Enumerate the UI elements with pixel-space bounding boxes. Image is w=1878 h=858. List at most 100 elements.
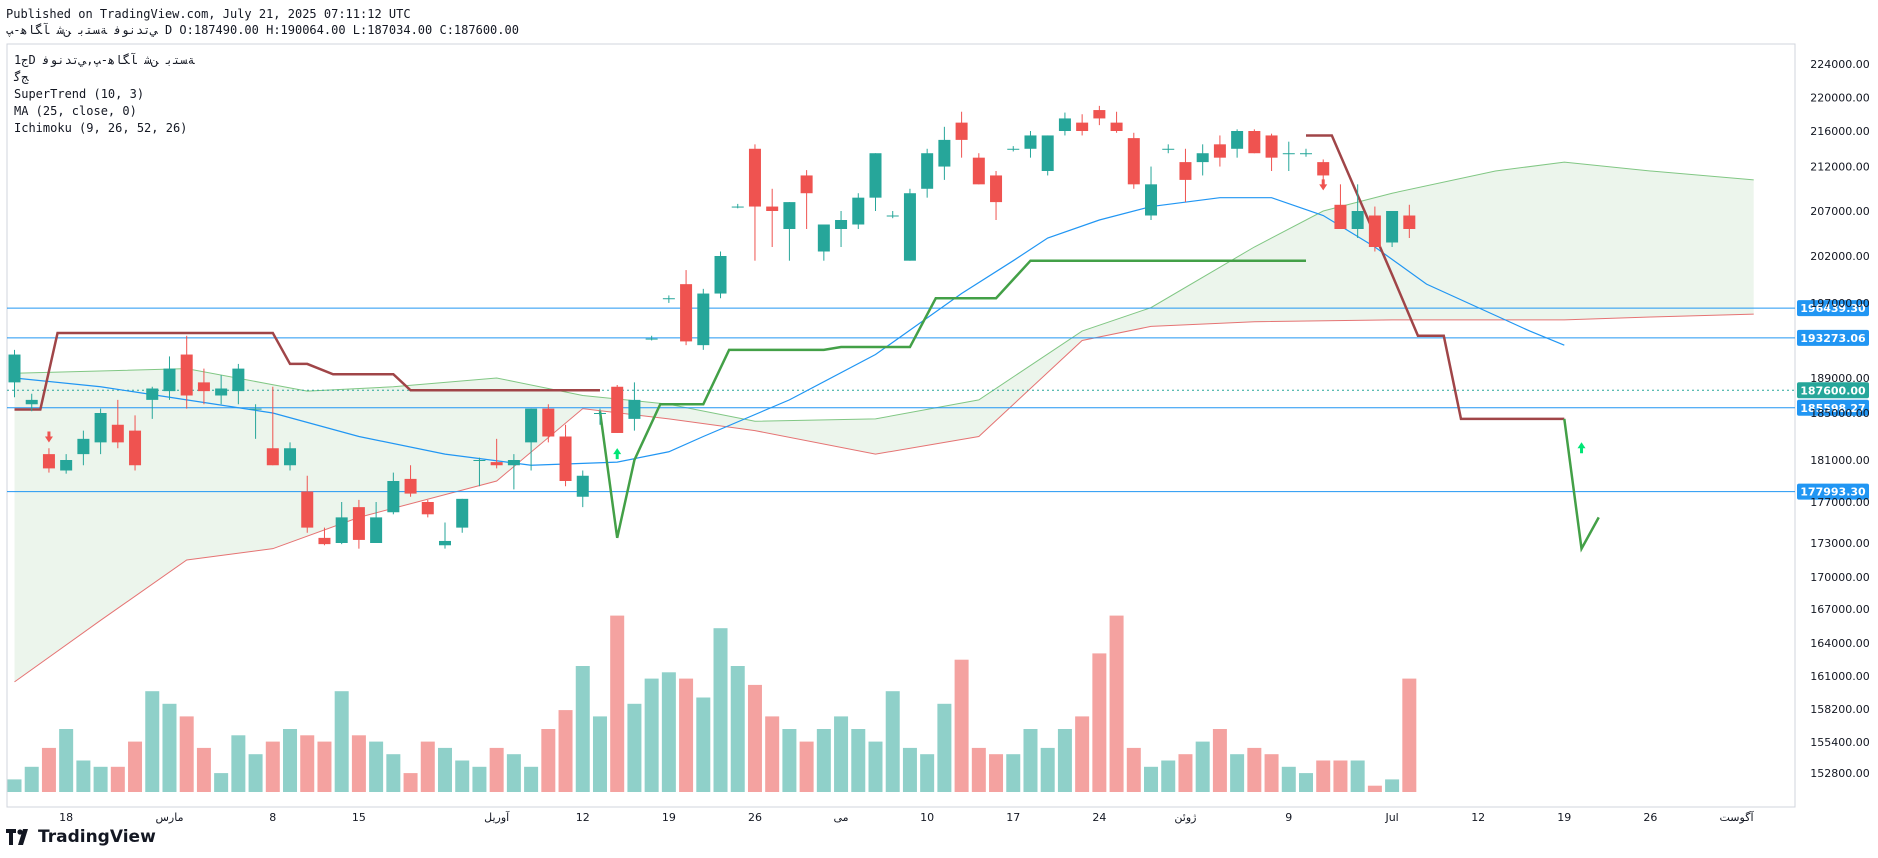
candle-body: [1093, 110, 1106, 119]
volume-bar: [472, 766, 487, 792]
hline-label-bg: [1797, 329, 1869, 346]
legend-ichimoku[interactable]: Ichimoku (9, 26, 52, 26): [14, 121, 188, 135]
candle: [197, 368, 210, 405]
candle: [421, 499, 434, 518]
candle-body: [266, 448, 279, 466]
candle: [1145, 166, 1158, 220]
volume-bar: [300, 735, 315, 792]
time-tick-label: 26: [748, 811, 762, 824]
volume-bar: [386, 754, 401, 792]
candle-body: [1110, 122, 1123, 131]
candle-body: [370, 517, 383, 543]
candle-body: [662, 298, 675, 300]
time-tick-label: 15: [352, 811, 366, 824]
candle: [1110, 111, 1123, 133]
volume-bar: [1109, 615, 1124, 792]
volume-bar: [1230, 754, 1245, 792]
candle: [680, 270, 693, 346]
candle: [335, 502, 348, 545]
time-tick-label: Jul: [1384, 811, 1398, 824]
candle: [94, 408, 107, 455]
candle: [25, 393, 38, 412]
volume-bar: [1057, 729, 1072, 792]
legend-symbol[interactable]: ﺝ1D ﺔﺴﺘﺑ ﻦﺷ ﺂﮕﺎﻫ-ﭗ,ﻲﺗﺪﻧﻮﻓ: [14, 53, 195, 67]
candle-body: [94, 413, 107, 443]
supertrend-line: [1563, 418, 1600, 553]
candle: [714, 251, 727, 299]
volume-bar: [403, 773, 418, 792]
candle-body: [507, 460, 520, 466]
candle-body: [1317, 162, 1330, 176]
candle-body: [1248, 131, 1261, 154]
price-tick-label: 177000.00: [1810, 496, 1870, 509]
candle: [129, 415, 142, 471]
last-price-label-bg: [1797, 382, 1869, 399]
candle: [835, 211, 848, 247]
candle: [1213, 135, 1226, 167]
candle: [215, 375, 228, 405]
time-tick-label: 24: [1092, 811, 1106, 824]
price-tick-label: 189000.00: [1810, 372, 1870, 385]
volume-bar: [747, 684, 762, 792]
volume-bar: [851, 729, 866, 792]
candle-body: [766, 206, 779, 211]
candle: [645, 335, 658, 341]
volume-bar: [610, 615, 625, 792]
candle-body: [1386, 211, 1399, 243]
volume-bar: [128, 741, 143, 792]
candle-body: [1179, 162, 1192, 180]
candle: [955, 111, 968, 158]
volume-bar: [248, 754, 263, 792]
volume-bar: [1126, 747, 1141, 792]
candle-body: [731, 206, 744, 208]
time-tick-label: می: [834, 811, 849, 824]
tradingview-brand[interactable]: TradingView: [6, 827, 156, 847]
hline-label: 177993.30: [1797, 483, 1869, 500]
candle: [232, 363, 245, 405]
volume-bar: [420, 741, 435, 792]
candle: [559, 424, 572, 487]
candle: [1282, 141, 1295, 171]
ichimoku-cloud: [14, 162, 1754, 682]
candle-body: [1231, 131, 1244, 149]
hline-label-bg: [1797, 300, 1869, 317]
candle: [748, 144, 761, 261]
candle: [146, 386, 159, 419]
price-tick-label: 202000.00: [1810, 250, 1870, 263]
volume-bar: [1161, 760, 1176, 792]
volume-pane: [7, 615, 1417, 792]
legend-ma[interactable]: MA (25, close, 0): [14, 104, 137, 118]
candle: [593, 408, 606, 425]
candle: [352, 499, 365, 549]
candle-body: [903, 193, 916, 261]
candle: [525, 408, 538, 471]
candle-body: [232, 368, 245, 392]
volume-bar: [902, 747, 917, 792]
candle-body: [835, 220, 848, 229]
candle-body: [1213, 144, 1226, 158]
candle: [77, 430, 90, 466]
candle-body: [990, 175, 1003, 203]
candle-body: [473, 460, 486, 461]
candle: [1127, 132, 1140, 189]
time-tick-label: آگوست: [1720, 810, 1755, 824]
candle-body: [1127, 138, 1140, 185]
hline-label-text: 196439.30: [1800, 302, 1866, 315]
candle-body: [955, 122, 968, 140]
price-tick-label: 212000.00: [1810, 161, 1870, 174]
candle-body: [697, 293, 710, 346]
volume-bar: [1195, 741, 1210, 792]
buy-signal-arrow: [613, 448, 622, 460]
volume-bar: [799, 741, 814, 792]
candle: [869, 153, 882, 211]
candle-body: [748, 148, 761, 207]
volume-bar: [558, 710, 573, 792]
candle-body: [352, 507, 365, 540]
candle-body: [869, 153, 882, 198]
candle-body: [180, 354, 193, 396]
candle-body: [197, 382, 210, 392]
legend-supertrend[interactable]: SuperTrend (10, 3): [14, 87, 145, 101]
candle: [1317, 159, 1330, 180]
candle: [490, 438, 503, 469]
